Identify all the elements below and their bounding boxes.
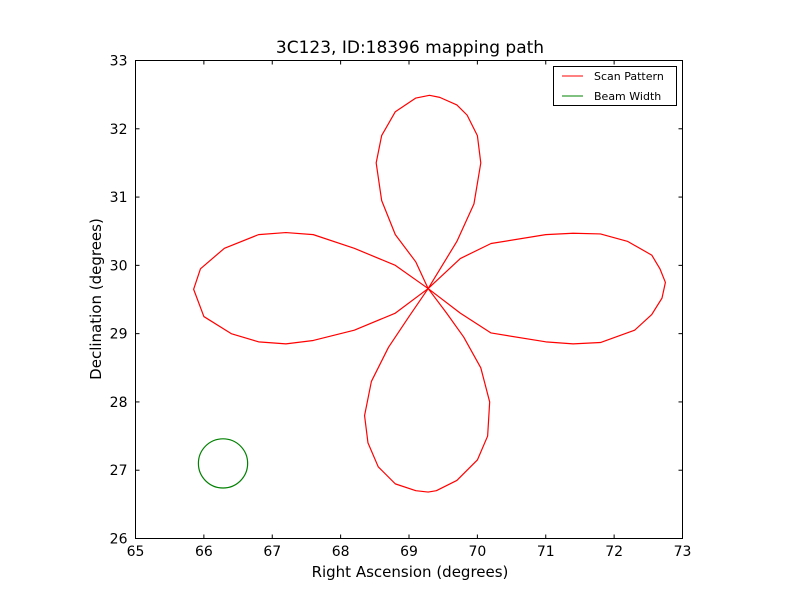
- y-tick-label: 28: [110, 395, 128, 411]
- legend-label-scan-pattern: Scan Pattern: [594, 70, 664, 83]
- x-axis-label: Right Ascension (degrees): [312, 563, 509, 581]
- y-tick-label: 30: [110, 258, 128, 274]
- y-tick-label: 33: [110, 54, 128, 70]
- legend-label-beam-width: Beam Width: [594, 90, 661, 103]
- legend: Scan Pattern Beam Width: [553, 66, 677, 106]
- x-tick-label: 68: [332, 544, 350, 560]
- x-tick-label: 66: [195, 544, 213, 560]
- x-tick-label: 70: [468, 544, 486, 560]
- y-tick-label: 31: [110, 190, 128, 206]
- x-tick-label: 67: [263, 544, 281, 560]
- x-tick-label: 72: [605, 544, 623, 560]
- chart-title: 3C123, ID:18396 mapping path: [276, 38, 544, 58]
- beam-width-circle: [197, 438, 249, 489]
- y-tick-label: 27: [110, 463, 128, 479]
- x-tick-label: 65: [127, 544, 145, 560]
- tick-layer: 65 66 67 68 69 70 71 72 73 26 27 28 29 30 31 32 33: [110, 54, 692, 561]
- y-tick-label: 32: [110, 122, 128, 138]
- y-tick-label: 29: [110, 327, 128, 343]
- y-tick-label: 26: [110, 532, 128, 548]
- y-axis-label: Declination (degrees): [87, 218, 105, 380]
- plot-area: [135, 60, 683, 539]
- data-layer: [193, 94, 667, 493]
- x-tick-label: 71: [537, 544, 555, 560]
- scan-pattern-line: [193, 94, 667, 493]
- x-tick-label: 73: [674, 544, 692, 560]
- legend-box: [553, 66, 677, 106]
- x-tick-label: 69: [400, 544, 418, 560]
